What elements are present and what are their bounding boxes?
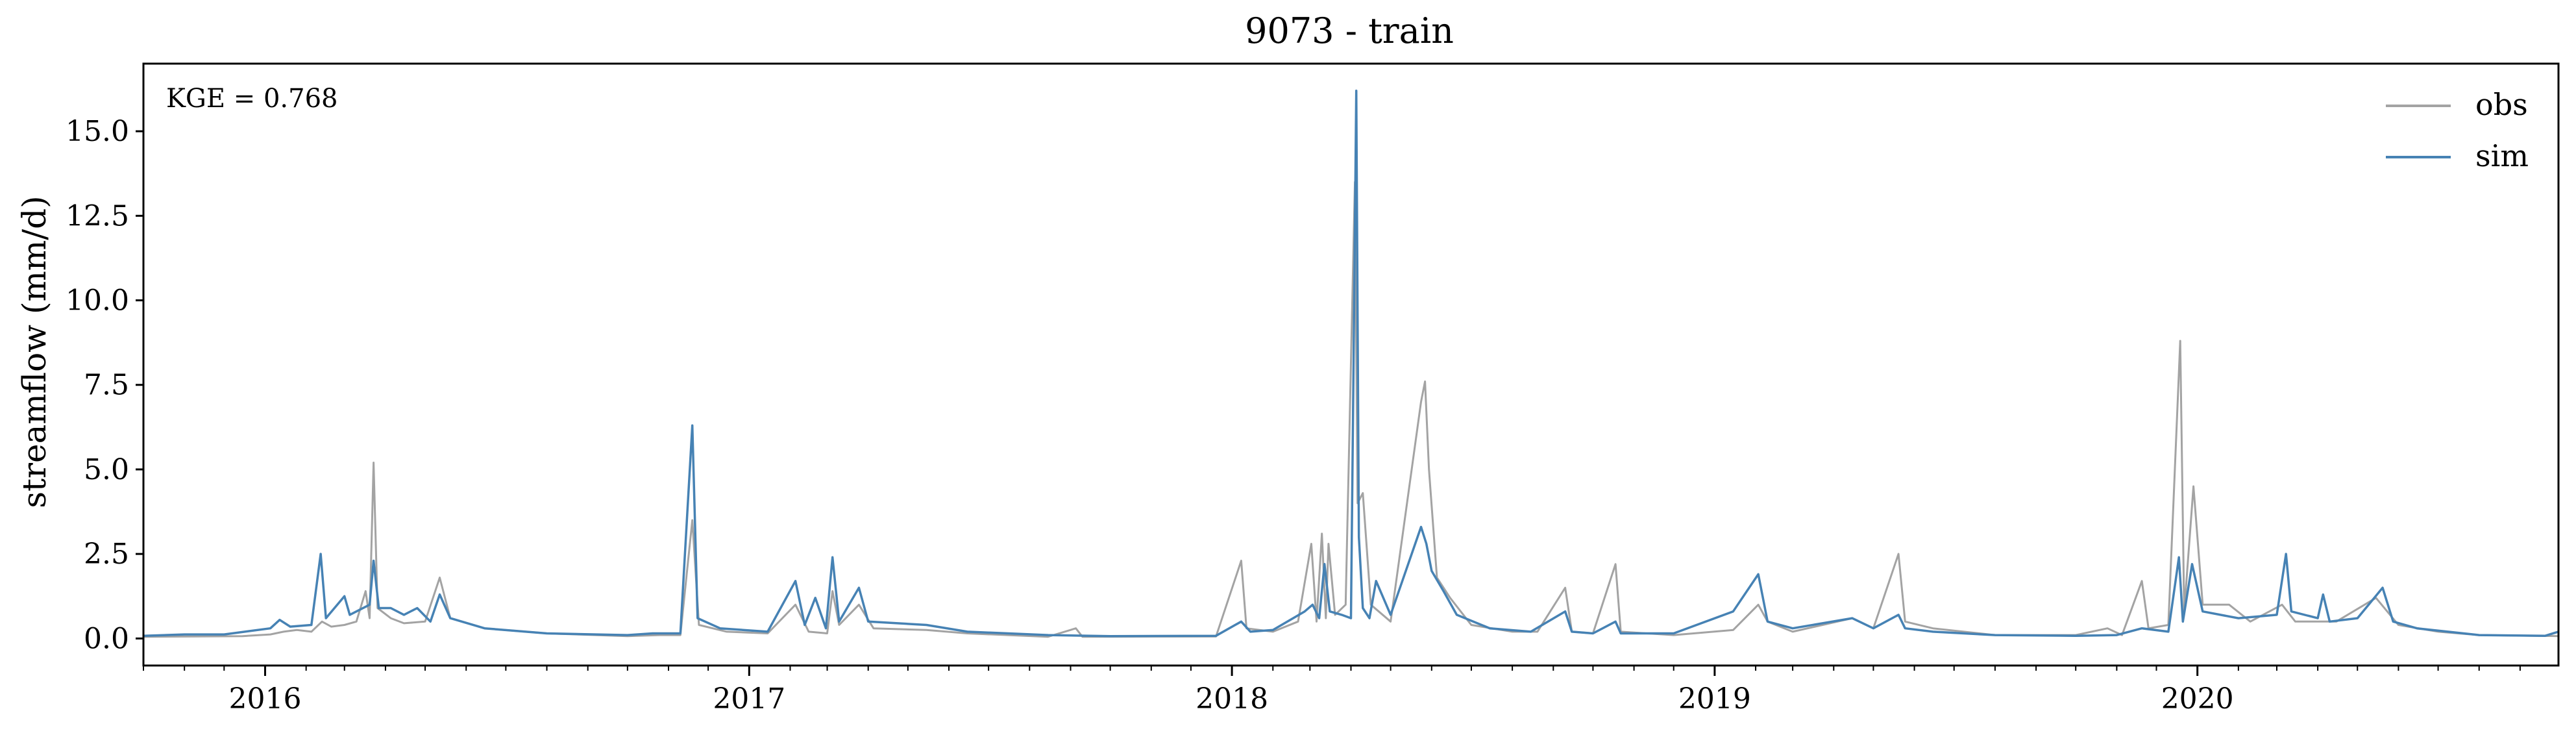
legend-label-obs: obs [2475, 87, 2528, 122]
y-tick-label: 7.5 [84, 369, 129, 402]
y-axis-label: streamflow (mm/d) [16, 195, 53, 508]
y-tick-label: 10.0 [66, 284, 129, 318]
x-tick-label: 2020 [2161, 682, 2234, 716]
y-tick-label: 0.0 [84, 622, 129, 655]
y-tick-label: 12.5 [66, 199, 129, 232]
x-tick-label: 2017 [713, 682, 785, 716]
y-tick-label: 2.5 [84, 538, 129, 571]
y-tick-label: 5.0 [84, 453, 129, 486]
legend-label-sim: sim [2475, 138, 2529, 173]
kge-annotation: KGE = 0.768 [166, 84, 338, 114]
series-line-sim [143, 89, 2558, 638]
legend: obs sim [2386, 87, 2529, 173]
plot-area [143, 89, 2558, 638]
axis-ticks: 0.0 2.5 5.0 7.5 10.0 12.5 15.0 2016 2017 2018 2019… [66, 115, 2521, 716]
x-tick-label: 2016 [228, 682, 301, 716]
x-tick-label: 2019 [1678, 682, 1751, 716]
plot-frame [142, 62, 2560, 667]
y-tick-label: 15.0 [66, 115, 129, 148]
chart-title: 9073 - train [1245, 10, 1454, 51]
series-line-obs [143, 181, 2558, 638]
x-tick-label: 2018 [1196, 682, 1268, 716]
